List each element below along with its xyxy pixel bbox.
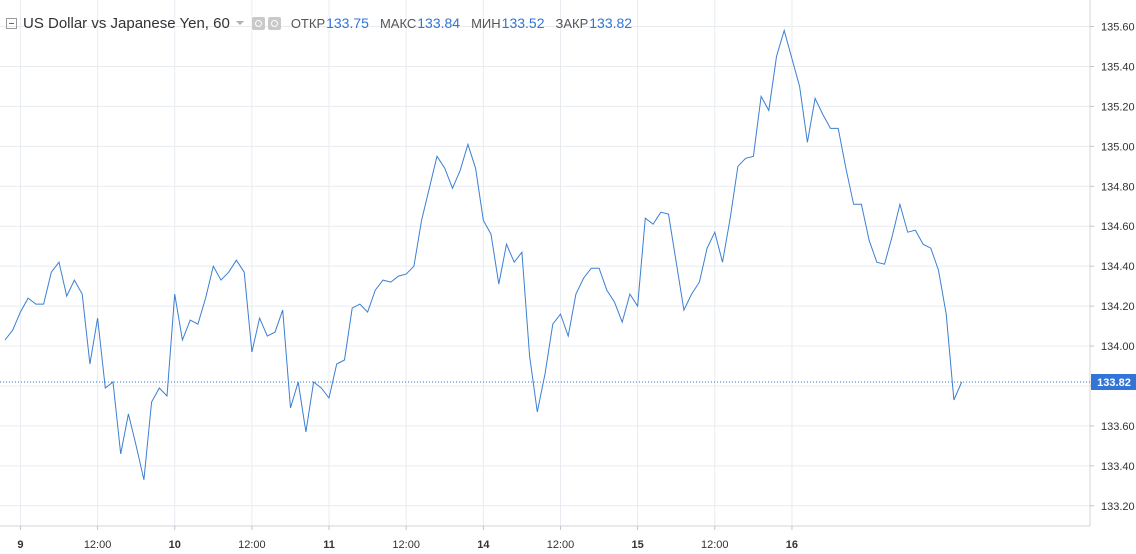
high-label: МАКС: [379, 15, 417, 31]
price-tick-label: 135.20: [1101, 101, 1135, 113]
close-label: ЗАКР: [555, 15, 589, 31]
last-price-label: 133.82: [1097, 377, 1131, 389]
low-value: 133.52: [501, 15, 545, 31]
close-value: 133.82: [589, 15, 633, 31]
price-tick-label: 134.40: [1101, 261, 1135, 273]
price-tick-label: 133.60: [1101, 421, 1135, 433]
eye-icon[interactable]: [251, 16, 265, 30]
high-value: 133.84: [417, 15, 461, 31]
chevron-down-icon[interactable]: [235, 21, 244, 25]
time-tick-label: 14: [477, 539, 490, 551]
time-tick-label: 10: [169, 539, 181, 551]
time-tick-label: 12:00: [392, 539, 420, 551]
time-tick-label: 11: [323, 539, 335, 551]
symbol-title[interactable]: US Dollar vs Japanese Yen, 60: [23, 14, 230, 32]
price-tick-label: 134.60: [1101, 221, 1135, 233]
price-tick-label: 134.20: [1101, 301, 1135, 313]
price-axis[interactable]: 133.20133.40133.60133.80134.00134.20134.…: [1090, 22, 1135, 513]
time-tick-label: 16: [786, 539, 798, 551]
time-tick-label: 15: [632, 539, 644, 551]
price-tick-label: 135.00: [1101, 141, 1135, 153]
price-tick-label: 133.40: [1101, 461, 1135, 473]
collapse-legend-icon[interactable]: [6, 17, 17, 29]
low-label: МИН: [471, 15, 501, 31]
time-tick-label: 12:00: [547, 539, 575, 551]
price-tick-label: 134.00: [1101, 341, 1135, 353]
price-tick-label: 133.20: [1101, 501, 1135, 513]
price-tick-label: 135.40: [1101, 61, 1135, 73]
price-series-line: [4, 28, 963, 480]
last-price-tag: 133.82: [1091, 373, 1136, 390]
time-tick-label: 12:00: [701, 539, 729, 551]
settings-icon[interactable]: [267, 16, 281, 30]
time-axis[interactable]: 9 12:00 10 12:00 11 12:00 14 12:00 15 12:00 16: [17, 526, 798, 551]
open-value: 133.75: [326, 15, 369, 31]
price-tick-label: 135.60: [1101, 22, 1135, 34]
time-tick-label: 12:00: [238, 539, 266, 551]
price-tick-label: 134.80: [1101, 181, 1135, 193]
chart-legend: US Dollar vs Japanese Yen, 60 ОТКР 133.7…: [4, 12, 639, 34]
chart-grid: [0, 0, 1090, 526]
time-tick-label: 9: [17, 539, 23, 551]
open-label: ОТКР: [290, 15, 326, 31]
time-tick-label: 12:00: [84, 539, 112, 551]
